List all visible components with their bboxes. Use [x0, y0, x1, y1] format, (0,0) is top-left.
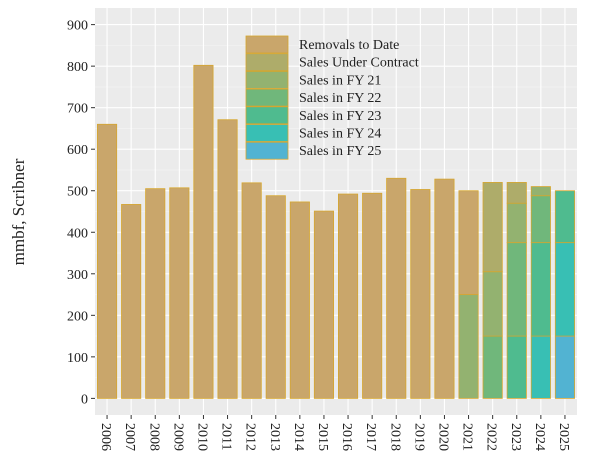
x-tick-label: 2023 [508, 423, 523, 451]
x-tick-label: 2013 [267, 423, 282, 451]
x-tick-label: 2024 [532, 423, 547, 451]
bar-segment [506, 182, 527, 204]
bar-segment [458, 294, 479, 399]
legend-swatch [245, 35, 289, 54]
bar-segment [530, 186, 551, 197]
x-tick-label: 2008 [146, 423, 161, 451]
bar-segment [313, 210, 334, 399]
x-tick-label: 2019 [411, 423, 426, 451]
bar-segment [289, 201, 310, 399]
legend-label: Sales in FY 25 [299, 144, 381, 159]
legend-label: Sales in FY 24 [299, 127, 381, 142]
x-tick-label: 2021 [460, 423, 475, 451]
x-tick-label: 2011 [219, 423, 234, 450]
bar-segment [193, 64, 214, 399]
bar-segment [482, 182, 503, 273]
bar-segment [97, 123, 118, 399]
x-tick-label: 2009 [170, 423, 185, 451]
x-tick-label: 2006 [98, 423, 113, 451]
y-tick-label: 700 [67, 102, 88, 117]
bar-segment [241, 182, 262, 399]
x-tick-label: 2020 [435, 423, 450, 451]
bar-segment [265, 195, 286, 399]
bar-segment [506, 242, 527, 337]
bar-segment [458, 190, 479, 295]
y-tick-label: 600 [67, 143, 88, 158]
bar-segment [434, 178, 455, 399]
bar-segment [410, 189, 431, 399]
y-tick-label: 100 [67, 351, 88, 366]
legend-label: Removals to Date [299, 38, 399, 53]
y-tick-label: 500 [67, 185, 88, 200]
bar-segment [386, 177, 407, 399]
bar-segment [482, 335, 503, 399]
bar-segment [530, 335, 551, 399]
x-tick-label: 2016 [339, 423, 354, 451]
x-tick-label: 2010 [194, 423, 209, 451]
legend-swatch [245, 141, 289, 160]
bar-segment [121, 204, 142, 399]
legend-label: Sales in FY 21 [299, 73, 381, 88]
y-tick-label: 0 [81, 392, 88, 407]
legend-swatch [245, 71, 289, 89]
x-tick-label: 2022 [484, 423, 499, 451]
x-tick-label: 2025 [556, 423, 571, 451]
y-tick-label: 900 [67, 19, 88, 34]
y-tick-label: 300 [67, 268, 88, 283]
legend-swatch [245, 106, 289, 125]
x-tick-label: 2012 [243, 423, 258, 451]
legend-label: Sales in FY 23 [299, 109, 381, 124]
legend-label: Sales in FY 22 [299, 91, 381, 106]
y-axis-title: mmbf, Scribner [9, 158, 28, 265]
bar-segment [530, 242, 551, 337]
bar-segment [338, 193, 359, 399]
y-tick-label: 400 [67, 226, 88, 241]
legend-swatch [245, 88, 289, 107]
bar-segment [169, 187, 190, 399]
bar-segment [530, 195, 551, 244]
legend-swatch [245, 124, 289, 142]
bar-segment [554, 242, 575, 337]
bar-segment [554, 335, 575, 399]
legend-label: Sales Under Contract [299, 56, 419, 71]
bar-segment [145, 188, 166, 399]
bar-segment [362, 192, 383, 399]
x-tick-label: 2015 [315, 423, 330, 451]
y-tick-label: 200 [67, 309, 88, 324]
legend-swatch [245, 53, 289, 72]
bar-segment [554, 190, 575, 244]
x-tick-label: 2018 [387, 423, 402, 451]
x-tick-label: 2007 [122, 423, 137, 451]
bar-segment [506, 335, 527, 399]
x-tick-label: 2017 [363, 423, 378, 451]
bar-segment [217, 119, 238, 399]
bar-segment [506, 202, 527, 244]
x-tick-label: 2014 [291, 423, 306, 451]
bar-segment [482, 271, 503, 337]
y-tick-label: 800 [67, 60, 88, 75]
